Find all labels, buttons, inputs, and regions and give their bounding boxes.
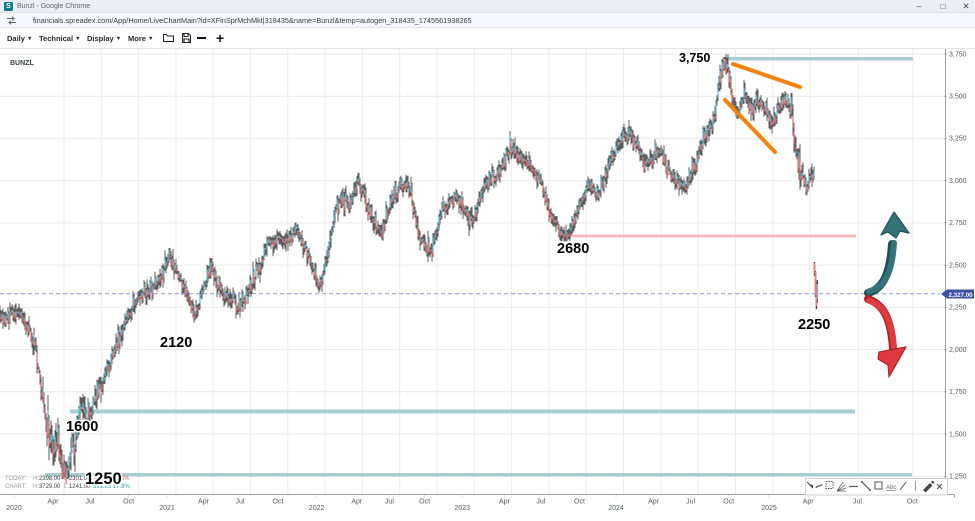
svg-text:BUNZL: BUNZL: [10, 60, 34, 67]
svg-text:1,500: 1,500: [949, 431, 967, 438]
svg-text:2025: 2025: [761, 505, 777, 512]
svg-text:17.8%: 17.8%: [113, 484, 130, 490]
svg-text:Jul: Jul: [385, 499, 394, 506]
svg-text:2680: 2680: [557, 241, 589, 257]
svg-text:2250: 2250: [798, 317, 830, 333]
svg-text:-2.5%: -2.5%: [114, 476, 130, 482]
svg-text:Jul: Jul: [686, 499, 695, 506]
svg-text:-97.00: -97.00: [93, 476, 110, 482]
svg-text:3,500: 3,500: [949, 94, 967, 101]
svg-text:Apr: Apr: [648, 499, 660, 506]
svg-text:3,250: 3,250: [949, 136, 967, 143]
svg-text:2,250: 2,250: [949, 305, 967, 312]
svg-text:Apr: Apr: [351, 499, 363, 506]
svg-text:2,750: 2,750: [949, 220, 967, 227]
svg-text:2,000: 2,000: [949, 347, 967, 354]
svg-text:2,500: 2,500: [949, 262, 967, 269]
svg-text:2301.00: 2301.00: [69, 476, 91, 482]
svg-text:Oct: Oct: [907, 499, 918, 506]
svg-text:2398.00: 2398.00: [39, 476, 61, 482]
svg-text:2022: 2022: [309, 505, 325, 512]
svg-text:Apr: Apr: [198, 499, 210, 506]
svg-text:1250: 1250: [85, 470, 122, 488]
svg-text:H:: H:: [33, 484, 39, 490]
svg-text:1,750: 1,750: [949, 389, 967, 396]
svg-text:2020: 2020: [6, 505, 22, 512]
svg-text:Oct: Oct: [723, 499, 734, 506]
svg-text:L:: L:: [64, 484, 69, 490]
svg-text:Abc: Abc: [886, 485, 896, 491]
svg-text:1600: 1600: [66, 419, 98, 435]
svg-text:2023: 2023: [455, 505, 471, 512]
svg-text:Jul: Jul: [236, 499, 245, 506]
svg-text:Oct: Oct: [123, 499, 134, 506]
svg-text:3729.00: 3729.00: [39, 484, 61, 490]
svg-text:L:: L:: [64, 476, 69, 482]
svg-text:Apr: Apr: [499, 499, 511, 506]
svg-text:3,750: 3,750: [679, 51, 710, 65]
svg-text:2120: 2120: [160, 335, 192, 351]
svg-text:2024: 2024: [608, 505, 624, 512]
svg-text:TODAY:: TODAY:: [5, 476, 27, 482]
svg-text:2021: 2021: [159, 505, 175, 512]
svg-text:Apr: Apr: [48, 499, 60, 506]
svg-text:Oct: Oct: [273, 499, 284, 506]
svg-text:1,250: 1,250: [949, 474, 967, 481]
svg-text:3,000: 3,000: [949, 178, 967, 185]
svg-text:2,327.00: 2,327.00: [949, 292, 974, 299]
svg-text:CHART:: CHART:: [5, 484, 27, 490]
svg-text:3,750: 3,750: [949, 51, 967, 58]
svg-text:1241.00: 1241.00: [69, 484, 91, 490]
svg-text:Jul: Jul: [536, 499, 545, 506]
svg-text:Oct: Oct: [574, 499, 585, 506]
svg-text:Jul: Jul: [853, 499, 862, 506]
svg-text:Oct: Oct: [419, 499, 430, 506]
svg-text:391.25: 391.25: [93, 484, 112, 490]
svg-text:H:: H:: [33, 476, 39, 482]
svg-text:Apr: Apr: [803, 499, 815, 506]
svg-text:Jul: Jul: [86, 499, 95, 506]
